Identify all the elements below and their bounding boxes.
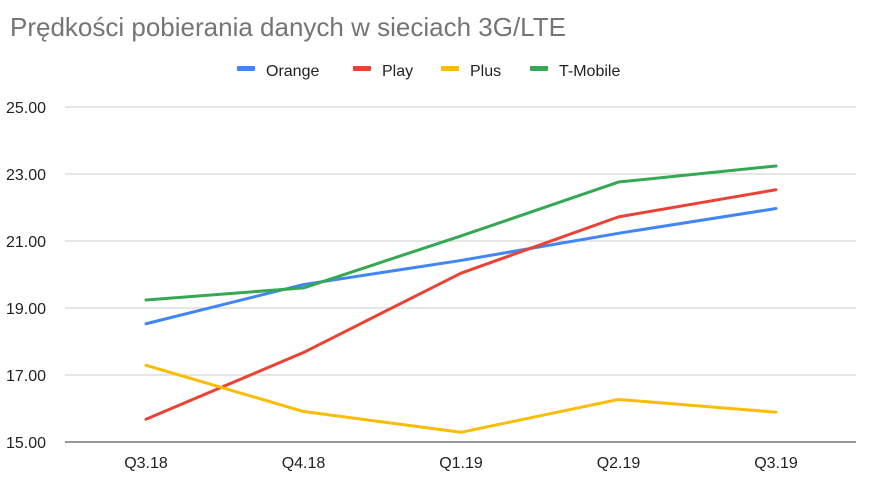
legend-swatch <box>441 66 459 71</box>
y-axis-ticks: 15.00 17.00 19.00 21.00 23.00 25.00 <box>6 100 46 452</box>
x-tick-label: Q3.18 <box>124 455 168 472</box>
y-tick-label: 25.00 <box>6 100 46 117</box>
y-tick-label: 21.00 <box>6 234 46 251</box>
y-tick-label: 19.00 <box>6 301 46 318</box>
series-line-plus <box>144 363 778 434</box>
y-tick-label: 23.00 <box>6 167 46 184</box>
x-tick-label: Q4.18 <box>282 455 326 472</box>
x-axis-ticks: Q3.18 Q4.18 Q1.19 Q2.19 Q3.19 <box>124 455 798 472</box>
x-tick-label: Q1.19 <box>439 455 483 472</box>
legend-swatch <box>237 66 255 71</box>
x-tick-label: Q2.19 <box>597 455 641 472</box>
legend-swatch <box>530 66 548 71</box>
chart-title: Prędkości pobierania danych w sieciach 3… <box>10 12 566 42</box>
gridlines <box>65 106 856 443</box>
legend-swatch <box>353 66 371 71</box>
legend-label: T-Mobile <box>559 63 620 80</box>
y-tick-label: 17.00 <box>6 368 46 385</box>
series-line-orange <box>144 207 778 326</box>
legend: Orange Play Plus T-Mobile <box>237 63 620 80</box>
x-tick-label: Q3.19 <box>754 455 798 472</box>
legend-label: Play <box>382 63 413 80</box>
legend-label: Plus <box>470 63 501 80</box>
legend-label: Orange <box>266 63 319 80</box>
y-tick-label: 15.00 <box>6 435 46 452</box>
series-line-play <box>144 188 778 421</box>
series-line-t-mobile <box>144 164 778 302</box>
series-lines <box>144 164 778 434</box>
